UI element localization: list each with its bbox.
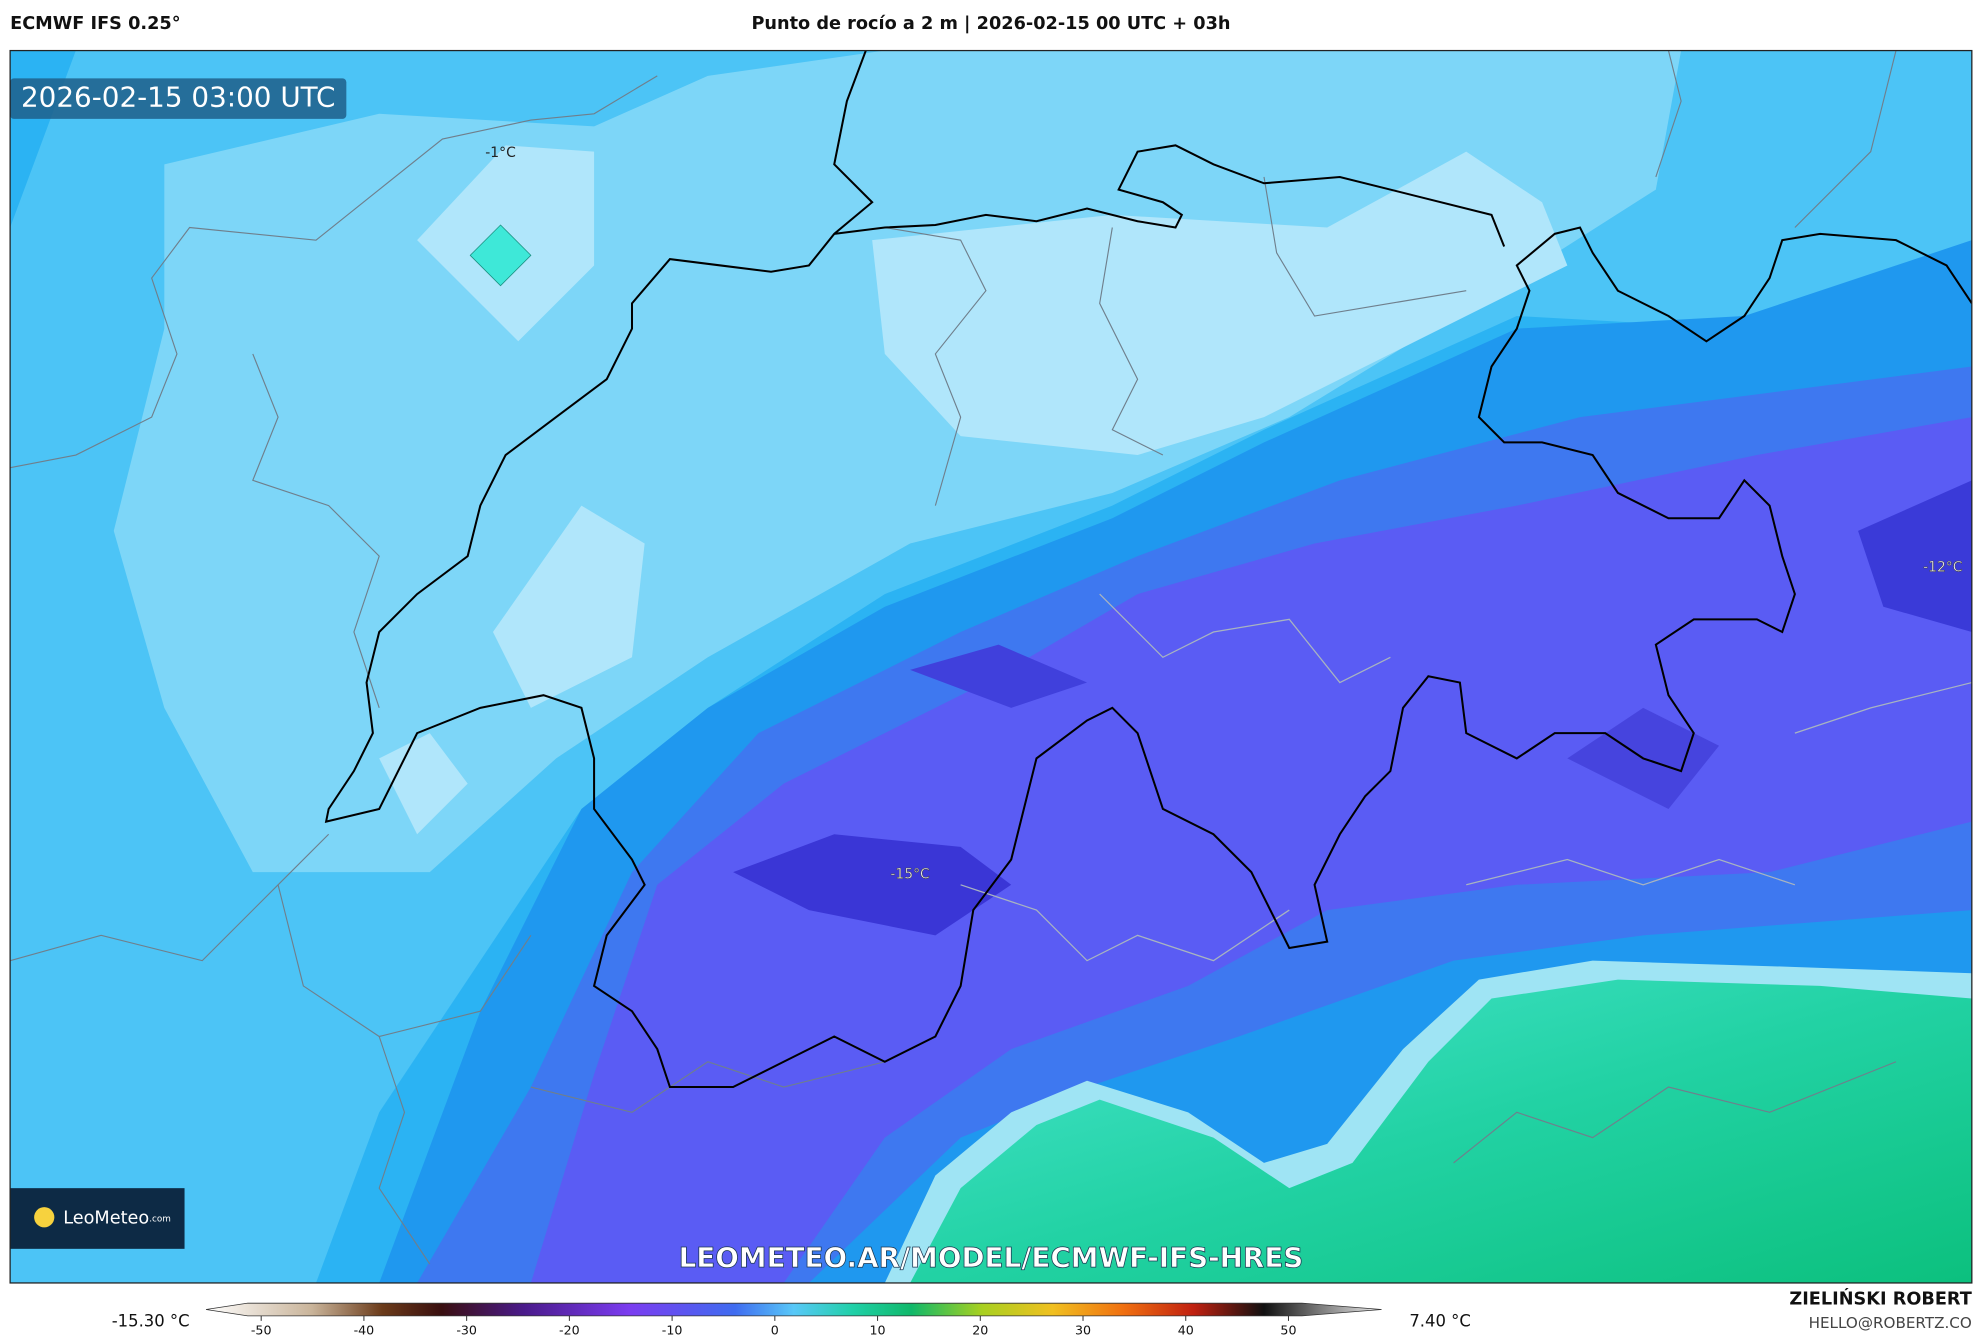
map: -1°C -12°C -15°C 2026-02-15 03:00 UTC Le… xyxy=(10,50,1972,1283)
map-title: Punto de rocío a 2 m | 2026-02-15 00 UTC… xyxy=(751,14,1230,34)
field-zone xyxy=(530,417,1972,1283)
colorbar: -15.30 °C 7.40 °C -50 -40 -30 -20 -10 0 10 20 30… xyxy=(112,1302,1471,1337)
colorbar-tick-label: -20 xyxy=(559,1322,580,1337)
timestamp: 2026-02-15 03:00 UTC xyxy=(21,81,335,114)
email: HELLO@ROBERTZ.CO xyxy=(1809,1314,1972,1332)
country-borders xyxy=(324,50,1972,1089)
field-zone xyxy=(492,505,645,708)
colorbar-max-label: 7.40 °C xyxy=(1409,1312,1470,1331)
logo-text: LeoMeteo.com xyxy=(63,1208,171,1228)
colorbar-tick-label: 30 xyxy=(1075,1322,1091,1337)
field-zone xyxy=(469,224,532,287)
scaled-root: ECMWF IFS 0.25° Punto de rocío a 2 m | 2… xyxy=(9,14,1973,1337)
colorbar-tick-label: 50 xyxy=(1280,1322,1296,1337)
map-frame xyxy=(9,49,1973,1284)
colorbar-tick-label: 0 xyxy=(771,1322,779,1337)
logo-suffix: .com xyxy=(149,1214,171,1224)
colorbar-body xyxy=(205,1302,1382,1317)
colorbar-min-label: -15.30 °C xyxy=(112,1312,190,1331)
colorbar-tick-label: -40 xyxy=(354,1322,375,1337)
field-zone xyxy=(1858,480,1972,632)
colorbar-tick-label: 20 xyxy=(972,1322,988,1337)
contour-label: -15°C xyxy=(890,867,929,883)
timestamp-box xyxy=(10,78,347,119)
field-zone xyxy=(872,151,1568,456)
author: ZIELIŃSKI ROBERT xyxy=(1789,1287,1971,1309)
contour-label: -1°C xyxy=(485,145,516,161)
colorbar-tick-label: 10 xyxy=(870,1322,886,1337)
colorbar-tick-label: 40 xyxy=(1178,1322,1194,1337)
field-zone xyxy=(733,834,1012,936)
watermark: LEOMETEO.AR/MODEL/ECMWF-IFS-HRES xyxy=(679,1241,1304,1274)
logo-sun xyxy=(34,1207,55,1228)
model-name: ECMWF IFS 0.25° xyxy=(10,14,180,34)
colorbar-tick-label: -30 xyxy=(456,1322,477,1337)
colorbar-tick-label: -10 xyxy=(662,1322,683,1337)
contour-label: -12°C xyxy=(1923,560,1962,576)
field-zone xyxy=(910,644,1088,708)
field-zone xyxy=(910,979,1972,1283)
logo-name: LeoMeteo xyxy=(63,1208,149,1228)
field-zone xyxy=(379,733,468,835)
admin-lines xyxy=(10,50,1972,1265)
colorbar-tick-label: -50 xyxy=(251,1322,272,1337)
